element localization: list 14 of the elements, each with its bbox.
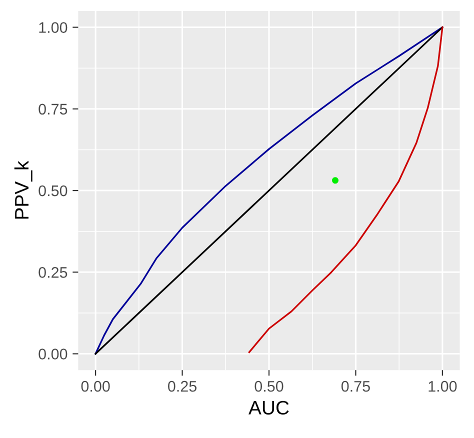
x-tick-label: 1.00 [428, 380, 457, 392]
y-axis-title: PPV_k [14, 160, 32, 219]
y-tick-label: 0.50 [38, 185, 68, 196]
y-tick-label: 0.00 [38, 348, 68, 360]
y-tick-label: 1.00 [39, 22, 68, 33]
x-tick-label: 0.50 [254, 380, 284, 392]
y-tick-label: 0.25 [38, 267, 68, 278]
x-tick-label: 0.25 [168, 380, 197, 392]
line-series [94, 26, 444, 355]
x-axis-title: AUC [248, 400, 289, 415]
x-tick-label: 0.00 [81, 380, 110, 392]
line-series [248, 26, 444, 353]
y-tick-label: 0.75 [38, 104, 68, 115]
x-tick-label: 0.75 [341, 380, 370, 392]
